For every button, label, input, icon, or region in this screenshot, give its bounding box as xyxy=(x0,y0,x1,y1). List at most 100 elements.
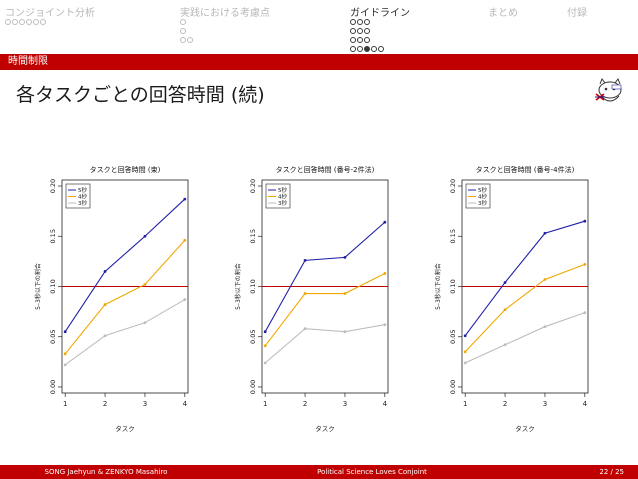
x-tick-label: 3 xyxy=(543,400,547,408)
nav-dot[interactable] xyxy=(40,19,46,25)
y-tick-label: 0.10 xyxy=(49,279,57,293)
nav-section-3[interactable]: ガイドライン xyxy=(350,8,410,19)
data-point xyxy=(143,283,147,286)
x-axis-label: タスク xyxy=(515,424,535,433)
nav-dot[interactable] xyxy=(357,28,363,34)
chart-panel-3: タスクと回答時間 (番号-4件法) 0.00 0.05 0.10 0.15 0.20 1 2 3… xyxy=(434,165,589,433)
data-point xyxy=(463,350,467,354)
y-tick-label: 0.15 xyxy=(449,229,457,243)
x-tick-label: 1 xyxy=(263,400,267,408)
x-axis-label: タスク xyxy=(115,424,135,433)
x-tick-label: 2 xyxy=(303,400,307,408)
chart-panels: タスクと回答時間 (束) 0.00 0.05 0.10 0.15 0.20 1 2 3 4 タスク 5… xyxy=(34,165,589,433)
legend-entry: 3秒 xyxy=(478,199,487,207)
data-point xyxy=(583,262,587,266)
x-tick-label: 4 xyxy=(583,400,588,408)
data-point xyxy=(63,363,67,367)
legend-entry: 3秒 xyxy=(278,199,287,207)
nav-dot[interactable] xyxy=(180,37,186,43)
data-point xyxy=(343,330,347,334)
nav-dot[interactable] xyxy=(180,28,186,34)
data-point xyxy=(103,334,107,338)
nav-dot[interactable] xyxy=(5,19,11,25)
nav-dot[interactable] xyxy=(350,37,356,43)
data-point xyxy=(503,308,507,312)
legend-entry: 4秒 xyxy=(478,193,487,201)
x-tick-label: 1 xyxy=(463,400,467,408)
data-point xyxy=(583,311,587,315)
nav-dot[interactable] xyxy=(187,37,193,43)
nav-dot[interactable] xyxy=(350,19,356,25)
x-tick-label: 3 xyxy=(343,400,347,408)
x-tick-label: 2 xyxy=(503,400,507,408)
nav-dot[interactable] xyxy=(19,19,25,25)
nav-dot-current[interactable] xyxy=(364,46,370,52)
y-tick-label: 0.15 xyxy=(249,229,257,243)
y-axis-label: 5–3秒以下の割合 xyxy=(34,263,42,310)
chart-title: タスクと回答時間 (束) xyxy=(90,165,161,174)
nav-dot[interactable] xyxy=(378,46,384,52)
nav-dot[interactable] xyxy=(350,28,356,34)
chart-title: タスクと回答時間 (番号-2件法) xyxy=(276,165,375,174)
data-point xyxy=(143,234,147,238)
nav-dot[interactable] xyxy=(357,19,363,25)
data-point xyxy=(143,321,147,325)
x-tick-label: 4 xyxy=(383,400,388,408)
nav-dot[interactable] xyxy=(364,19,370,25)
slide-title: 各タスクごとの回答時間 (続) xyxy=(16,84,265,106)
nav-dot[interactable] xyxy=(33,19,39,25)
x-tick-label: 1 xyxy=(63,400,67,408)
top-navigation: コンジョイント分析 実践における考慮点 ガイドライン まとめ 付録 xyxy=(0,0,638,52)
data-point xyxy=(63,330,67,334)
data-point xyxy=(343,255,347,259)
x-tick-label: 3 xyxy=(143,400,147,408)
footer-page-number: 22 / 25 xyxy=(532,465,638,479)
y-axis-label: 5–3秒以下の割合 xyxy=(434,263,442,310)
legend-entry: 5秒 xyxy=(78,186,87,194)
nav-dot[interactable] xyxy=(26,19,32,25)
x-tick-label: 2 xyxy=(103,400,107,408)
data-point xyxy=(503,281,507,284)
footer-talk-title: Political Science Loves Conjoint xyxy=(212,465,532,479)
chart-panel-2: タスクと回答時間 (番号-2件法) 0.00 0.05 0.10 0.15 0.20 1 2 3… xyxy=(234,165,389,433)
legend-entry: 4秒 xyxy=(278,193,287,201)
data-point xyxy=(183,298,187,301)
legend-entry: 5秒 xyxy=(478,186,487,194)
y-tick-label: 0.10 xyxy=(249,279,257,293)
data-point xyxy=(583,219,587,223)
nav-dot[interactable] xyxy=(350,46,356,52)
nav-dot[interactable] xyxy=(364,37,370,43)
section-label: 時間制限 xyxy=(8,56,48,67)
y-tick-label: 0.05 xyxy=(249,329,257,343)
nav-dot[interactable] xyxy=(357,46,363,52)
nav-dot[interactable] xyxy=(180,19,186,25)
chart-panel-1: タスクと回答時間 (束) 0.00 0.05 0.10 0.15 0.20 1 2 3 4 タスク 5… xyxy=(34,165,189,433)
nav-section-1[interactable]: コンジョイント分析 xyxy=(5,8,95,19)
nav-progress-dots xyxy=(180,19,193,46)
data-point xyxy=(103,270,107,273)
y-tick-label: 0.00 xyxy=(249,380,257,394)
data-point xyxy=(543,325,547,329)
y-tick-label: 0.20 xyxy=(49,179,57,193)
series-line-2 xyxy=(64,239,186,355)
data-point xyxy=(263,361,267,365)
y-tick-label: 0.05 xyxy=(449,329,457,343)
data-point xyxy=(343,292,347,295)
legend-entry: 4秒 xyxy=(78,193,87,201)
nav-section-4[interactable]: まとめ xyxy=(488,8,518,19)
y-tick-label: 0.05 xyxy=(49,329,57,343)
data-point xyxy=(383,220,387,224)
series-line-2 xyxy=(264,272,386,347)
series-line-3 xyxy=(464,312,585,364)
nav-dot[interactable] xyxy=(364,28,370,34)
chart-title: タスクと回答時間 (番号-4件法) xyxy=(476,165,575,174)
nav-section-5[interactable]: 付録 xyxy=(567,8,587,19)
nav-dot[interactable] xyxy=(357,37,363,43)
series-line-2 xyxy=(464,263,586,353)
nav-dot[interactable] xyxy=(371,46,377,52)
x-tick-label: 4 xyxy=(183,400,188,408)
nav-section-2[interactable]: 実践における考慮点 xyxy=(180,8,270,19)
data-point xyxy=(303,292,307,295)
nav-dot[interactable] xyxy=(12,19,18,25)
legend-entry: 5秒 xyxy=(278,186,287,194)
